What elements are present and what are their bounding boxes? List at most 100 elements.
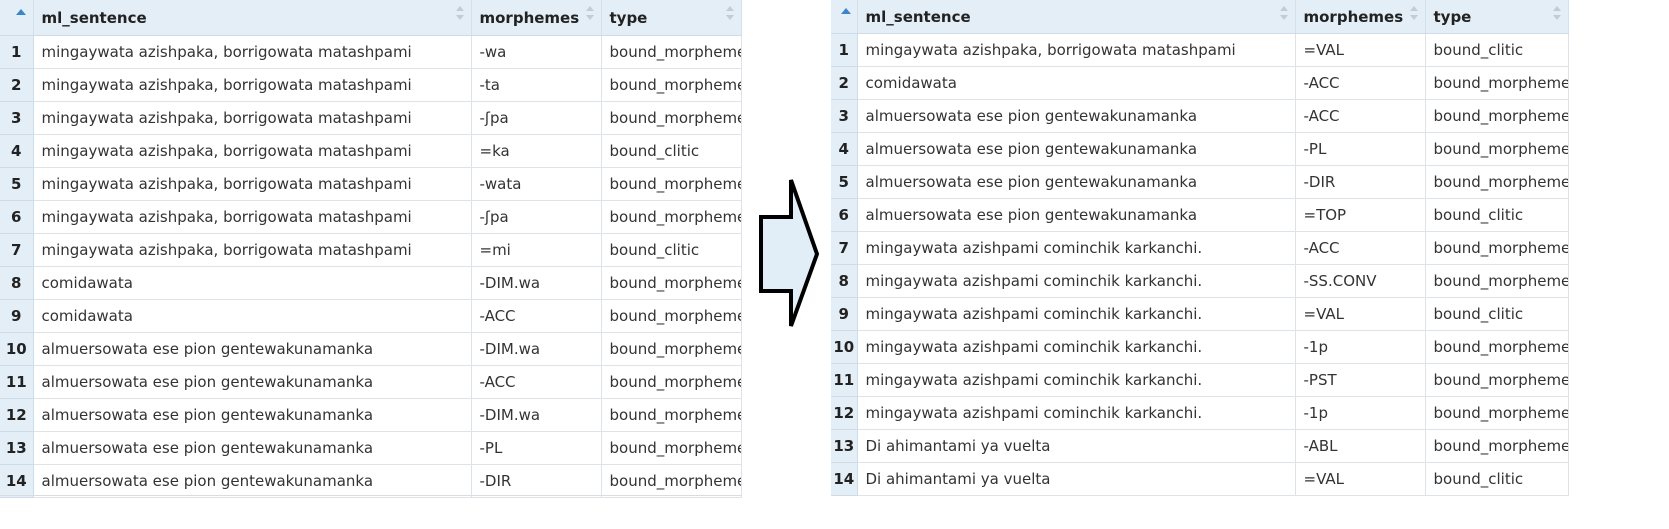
table-row[interactable]: 10 almuersowata ese pion gentewakunamanka…	[0, 332, 742, 366]
rownum-header[interactable]	[831, 0, 858, 34]
type-cell: bound_morpheme	[601, 365, 742, 399]
table-row[interactable]: 5 almuersowata ese pion gentewakunamanka -…	[831, 165, 1569, 199]
column-header-morphemes[interactable]: morphemes	[471, 0, 602, 36]
type-cell: bound_clitic	[1425, 297, 1569, 331]
table-row[interactable]: 5 mingaywata azishpaka, borrigowata matas…	[0, 167, 742, 201]
row-number-cell: 7	[831, 231, 858, 265]
table-row[interactable]: 7 mingaywata azishpami cominchik karkanch…	[831, 231, 1569, 265]
type-cell: bound_morpheme	[601, 299, 742, 333]
morphemes-cell: -DIR	[1295, 165, 1426, 199]
table-row[interactable]: 4 mingaywata azishpaka, borrigowata matas…	[0, 134, 742, 168]
morphemes-cell: =VAL	[1295, 462, 1426, 496]
morphemes-cell: =VAL	[1295, 297, 1426, 331]
row-number-cell: 14	[0, 464, 34, 498]
row-number-cell: 13	[0, 431, 34, 465]
type-cell: bound_morpheme	[1425, 363, 1569, 397]
left-data-table: ml_sentence morphemes type 1 mingaywata a…	[0, 0, 742, 498]
morphemes-cell: =TOP	[1295, 198, 1426, 232]
type-cell: bound_morpheme	[601, 101, 742, 135]
table-row[interactable]: 14 Di ahimantami ya vuelta =VAL bound_cliti…	[831, 462, 1569, 496]
morphemes-cell: -1p	[1295, 330, 1426, 364]
ml-sentence-cell: mingaywata azishpaka, borrigowata matash…	[33, 233, 472, 267]
sort-ascending-icon[interactable]	[16, 9, 26, 15]
type-cell: bound_morpheme	[1425, 231, 1569, 265]
row-number-cell: 5	[831, 165, 858, 199]
table-row[interactable]: 3 mingaywata azishpaka, borrigowata matas…	[0, 101, 742, 135]
sort-icon[interactable]	[455, 6, 464, 22]
ml-sentence-cell: mingaywata azishpaka, borrigowata matash…	[33, 101, 472, 135]
column-header-ml-sentence[interactable]: ml_sentence	[857, 0, 1296, 34]
table-row[interactable]: 2 comidawata -ACC bound_morpheme	[831, 66, 1569, 100]
table-row[interactable]: 1 mingaywata azishpaka, borrigowata matas…	[0, 35, 742, 69]
type-cell: bound_clitic	[1425, 462, 1569, 496]
column-header-label: morphemes	[1303, 7, 1404, 26]
type-cell: bound_morpheme	[1425, 429, 1569, 463]
table-row[interactable]: 2 mingaywata azishpaka, borrigowata matas…	[0, 68, 742, 102]
sort-icon[interactable]	[585, 6, 594, 22]
morphemes-cell: -ACC	[1295, 99, 1426, 133]
morphemes-cell: -ABL	[1295, 429, 1426, 463]
row-number-cell: 3	[831, 99, 858, 133]
ml-sentence-cell: mingaywata azishpaka, borrigowata matash…	[857, 33, 1296, 67]
table-row[interactable]: 8 comidawata -DIM.wa bound_morpheme	[0, 266, 742, 300]
row-number-cell: 13	[831, 429, 858, 463]
table-row[interactable]: 12 almuersowata ese pion gentewakunamanka…	[0, 398, 742, 432]
table-row[interactable]: 7 mingaywata azishpaka, borrigowata matas…	[0, 233, 742, 267]
table-row[interactable]: 6 almuersowata ese pion gentewakunamanka =…	[831, 198, 1569, 232]
rownum-header[interactable]	[0, 0, 34, 36]
sort-icon[interactable]	[1552, 6, 1561, 22]
sort-icon[interactable]	[1279, 6, 1288, 22]
table-row[interactable]: 11 mingaywata azishpami cominchik karkanc…	[831, 363, 1569, 397]
ml-sentence-cell: comidawata	[857, 66, 1296, 100]
right-data-table: ml_sentence morphemes type 1 mingaywata a…	[831, 0, 1569, 496]
ml-sentence-cell: mingaywata azishpami cominchik karkanchi…	[857, 264, 1296, 298]
table-row[interactable]: 3 almuersowata ese pion gentewakunamanka -…	[831, 99, 1569, 133]
table-row[interactable]: 8 mingaywata azishpami cominchik karkanch…	[831, 264, 1569, 298]
sort-icon[interactable]	[1409, 6, 1418, 22]
morphemes-cell: -ta	[471, 68, 602, 102]
type-cell: bound_morpheme	[601, 200, 742, 234]
type-cell: bound_clitic	[601, 134, 742, 168]
type-cell: bound_morpheme	[601, 431, 742, 465]
type-cell: bound_morpheme	[601, 398, 742, 432]
morphemes-cell: -ʃpa	[471, 200, 602, 234]
table-row[interactable]: 9 comidawata -ACC bound_morpheme	[0, 299, 742, 333]
morphemes-cell: -DIM.wa	[471, 332, 602, 366]
table-row[interactable]: 13 almuersowata ese pion gentewakunamanka…	[0, 431, 742, 465]
ml-sentence-cell: almuersowata ese pion gentewakunamanka	[857, 198, 1296, 232]
morphemes-cell: =mi	[471, 233, 602, 267]
table-row[interactable]: 1 mingaywata azishpaka, borrigowata matas…	[831, 33, 1569, 67]
column-header-type[interactable]: type	[601, 0, 742, 36]
table-row[interactable]: 9 mingaywata azishpami cominchik karkanch…	[831, 297, 1569, 331]
row-number-cell: 11	[0, 365, 34, 399]
table-row[interactable]: 12 mingaywata azishpami cominchik karkanc…	[831, 396, 1569, 430]
left-data-table-panel: ml_sentence morphemes type 1 mingaywata a…	[0, 0, 742, 498]
table-row[interactable]: 11 almuersowata ese pion gentewakunamanka…	[0, 365, 742, 399]
morphemes-cell: -ʃpa	[471, 101, 602, 135]
ml-sentence-cell: almuersowata ese pion gentewakunamanka	[33, 464, 472, 498]
column-header-morphemes[interactable]: morphemes	[1295, 0, 1426, 34]
row-number-cell: 9	[0, 299, 34, 333]
morphemes-cell: -SS.CONV	[1295, 264, 1426, 298]
table-row[interactable]: 6 mingaywata azishpaka, borrigowata matas…	[0, 200, 742, 234]
type-cell: bound_clitic	[601, 233, 742, 267]
sort-icon[interactable]	[725, 6, 734, 22]
morphemes-cell: -ACC	[1295, 231, 1426, 265]
row-number-cell: 5	[0, 167, 34, 201]
table-row[interactable]: 10 mingaywata azishpami cominchik karkanc…	[831, 330, 1569, 364]
column-header-label: type	[1433, 7, 1472, 26]
column-header-type[interactable]: type	[1425, 0, 1569, 34]
horizontal-scrollbar-track[interactable]	[0, 495, 741, 496]
column-header-ml-sentence[interactable]: ml_sentence	[33, 0, 472, 36]
ml-sentence-cell: mingaywata azishpaka, borrigowata matash…	[33, 134, 472, 168]
morphemes-cell: -DIR	[471, 464, 602, 498]
ml-sentence-cell: almuersowata ese pion gentewakunamanka	[33, 398, 472, 432]
table-row[interactable]: 13 Di ahimantami ya vuelta -ABL bound_morph…	[831, 429, 1569, 463]
table-row[interactable]: 14 almuersowata ese pion gentewakunamanka…	[0, 464, 742, 498]
row-number-cell: 11	[831, 363, 858, 397]
type-cell: bound_morpheme	[601, 167, 742, 201]
sort-ascending-icon[interactable]	[841, 8, 851, 14]
morphemes-cell: -ACC	[1295, 66, 1426, 100]
type-cell: bound_morpheme	[1425, 165, 1569, 199]
table-row[interactable]: 4 almuersowata ese pion gentewakunamanka -…	[831, 132, 1569, 166]
